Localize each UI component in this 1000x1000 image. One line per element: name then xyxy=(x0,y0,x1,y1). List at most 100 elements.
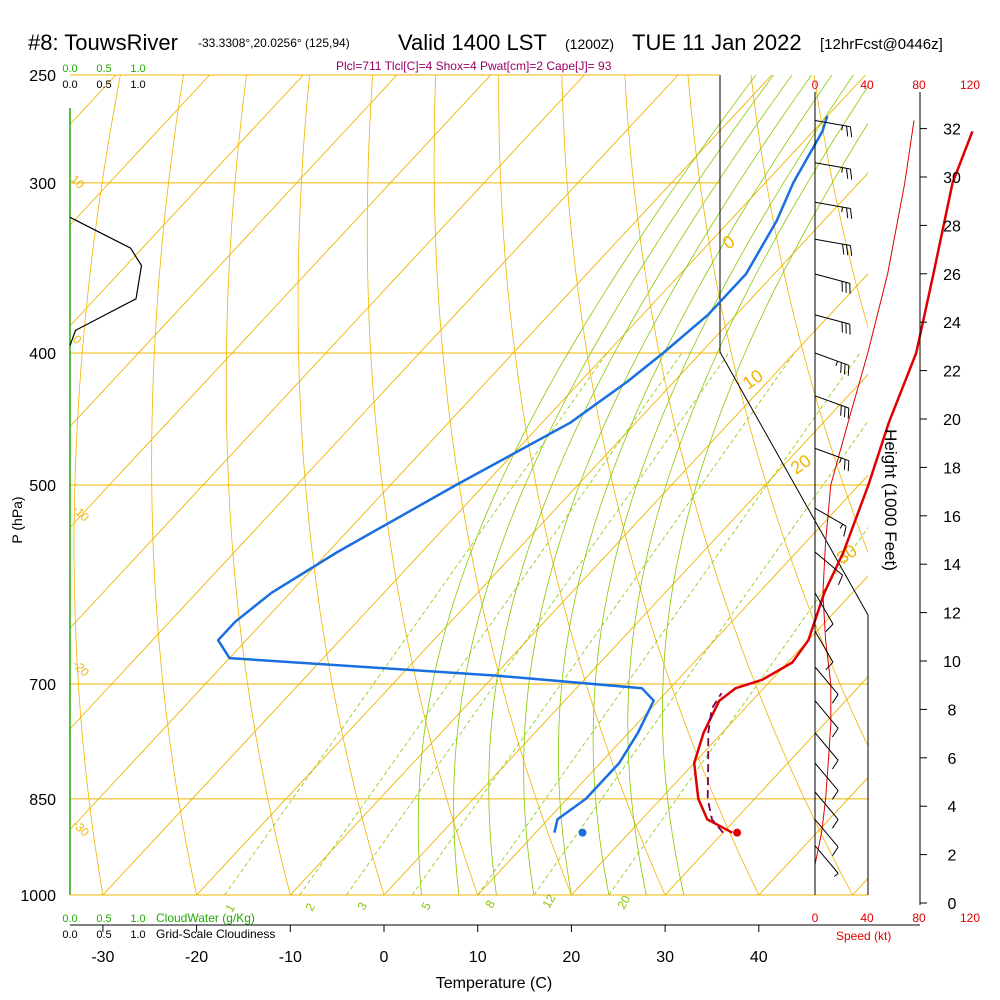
wind-barb-staff xyxy=(814,120,851,128)
wind-barb-flag xyxy=(831,759,839,770)
isotherm-50 xyxy=(852,877,868,895)
wind-barb-520 xyxy=(814,507,847,537)
dewpoint-line xyxy=(216,115,829,833)
wind-barb-flag xyxy=(831,846,839,856)
height-axis: 0040408080120120024681012141618202224262… xyxy=(812,78,981,925)
isotherm--90 xyxy=(70,75,304,327)
wind-barb-430 xyxy=(814,395,850,419)
wind-barb-staff xyxy=(814,700,839,729)
height-tick-20: 20 xyxy=(943,412,961,429)
cloudwater-scale-top-0: 0.0 xyxy=(62,63,77,75)
wind-barb-flag xyxy=(846,168,849,179)
height-tick-28: 28 xyxy=(943,218,961,235)
dry-adiabat--20 xyxy=(151,75,197,895)
mixing-ratio-label-2: 2 xyxy=(302,900,318,913)
dry-adiabat-50 xyxy=(624,75,853,895)
wind-barb-staff xyxy=(814,447,849,462)
wind-barb-staff xyxy=(814,314,850,325)
wind-barb-staff xyxy=(814,352,849,366)
isotherm-label--10: -10 xyxy=(70,502,92,524)
speed-tick-top-80: 80 xyxy=(912,78,926,92)
wind-barb-half-flag xyxy=(833,872,839,877)
station-title: #8: TouwsRiver xyxy=(28,30,178,55)
isotherm--10 xyxy=(289,273,868,895)
mixing-ratio-label-8: 8 xyxy=(482,897,498,910)
isotherm--50 xyxy=(70,75,679,730)
pressure-tick-250: 250 xyxy=(29,68,56,85)
isotherm-label--30: -30 xyxy=(70,817,92,839)
wind-barb-flag xyxy=(831,727,839,738)
wind-barb-staff xyxy=(814,273,850,284)
wind-barb-flag xyxy=(831,694,839,704)
isotherm--70 xyxy=(70,75,492,529)
temperature-axis-title: Temperature (C) xyxy=(436,975,552,992)
height-tick-30: 30 xyxy=(943,170,961,187)
cloudwater-scale-bottom-0: 0.0 xyxy=(62,913,77,925)
pressure-tick-1000: 1000 xyxy=(20,888,56,905)
pressure-tick-400: 400 xyxy=(29,346,56,363)
wind-barb-flag xyxy=(825,661,834,671)
cloudiness-scale-top-2: 1.0 xyxy=(130,79,145,91)
x-tick-20: 20 xyxy=(563,949,581,966)
height-axis-title: Height (1000 Feet) xyxy=(881,429,900,571)
speed-tick-top-40: 40 xyxy=(860,78,874,92)
dry-adiabat--10 xyxy=(225,75,291,895)
height-tick-2: 2 xyxy=(948,848,957,865)
wind-barb-staff xyxy=(814,238,851,246)
wind-barb-flag xyxy=(843,363,846,375)
dry-adiabat-label-10: 10 xyxy=(739,365,767,393)
wind-barb-staff xyxy=(814,630,834,663)
dry-adiabat-label-20: 20 xyxy=(787,450,815,478)
dry-adiabat-60 xyxy=(687,75,868,747)
cloudiness-scale-bottom-2: 1.0 xyxy=(130,929,145,941)
height-tick-6: 6 xyxy=(948,751,957,768)
valid-time: Valid 1400 LST xyxy=(398,30,547,55)
wind-barb-920 xyxy=(814,845,839,877)
cloudwater-scale-bottom-2: 1.0 xyxy=(130,913,145,925)
isotherm--40 xyxy=(70,75,773,831)
wind-barb-staff xyxy=(814,666,839,695)
wind-barb-560 xyxy=(814,551,844,585)
mixing-ratio-1 xyxy=(224,352,608,895)
wind-barb-staff xyxy=(814,845,839,874)
wind-barb-800 xyxy=(814,762,839,800)
station-coords: -33.3308°,20.0256° (125,94) xyxy=(198,36,350,50)
wind-barb-staff xyxy=(814,201,851,209)
wind-barb-staff xyxy=(814,507,847,527)
mixing-ratio-3 xyxy=(346,352,730,895)
dry-adiabat-80 xyxy=(813,75,868,329)
wind-barb-staff xyxy=(814,762,839,791)
wind-barb-half-flag xyxy=(839,457,842,463)
wind-barb-flag xyxy=(846,126,849,137)
wind-barb-flag xyxy=(847,365,850,376)
stability-indices: Plcl=711 Tlcl[C]=4 Shox=4 Pwat[cm]=2 Cap… xyxy=(336,59,612,73)
wind-barb-flag xyxy=(831,790,839,800)
mixing-ratio-20 xyxy=(608,526,868,895)
dry-adiabat-10 xyxy=(366,75,479,895)
mixing-ratio-label-20: 20 xyxy=(614,893,633,912)
wind-barb-flag xyxy=(840,405,842,416)
wind-barb-350 xyxy=(814,273,851,294)
wind-barb-flag xyxy=(846,207,849,219)
dry-adiabat-70 xyxy=(750,75,868,554)
height-tick-0: 0 xyxy=(948,896,957,913)
wind-barb-600 xyxy=(814,592,834,632)
height-tick-22: 22 xyxy=(943,364,961,381)
mixing-ratio-label-5: 5 xyxy=(418,899,434,912)
cloudiness-scale-bottom-1: 0.5 xyxy=(96,929,111,941)
cloudiness-line xyxy=(69,216,143,346)
wind-barb-half-flag xyxy=(841,167,844,173)
mixing-ratio-label-12: 12 xyxy=(539,892,558,911)
wind-barb-flag xyxy=(847,408,850,419)
speed-tick-bottom-120: 120 xyxy=(960,911,980,925)
mixing-ratio-12 xyxy=(533,420,868,895)
height-tick-16: 16 xyxy=(943,509,961,526)
height-tick-14: 14 xyxy=(943,557,961,574)
moist-adiabat-12 xyxy=(488,75,793,895)
speed-tick-bottom-80: 80 xyxy=(912,911,926,925)
cloudwater-scale-bottom-1: 0.5 xyxy=(96,913,111,925)
cloudiness-scale-top-1: 0.5 xyxy=(96,79,111,91)
moist-adiabat-32 xyxy=(662,122,868,895)
speed-tick-top-0: 0 xyxy=(812,78,819,92)
wind-barb-half-flag xyxy=(841,125,844,131)
